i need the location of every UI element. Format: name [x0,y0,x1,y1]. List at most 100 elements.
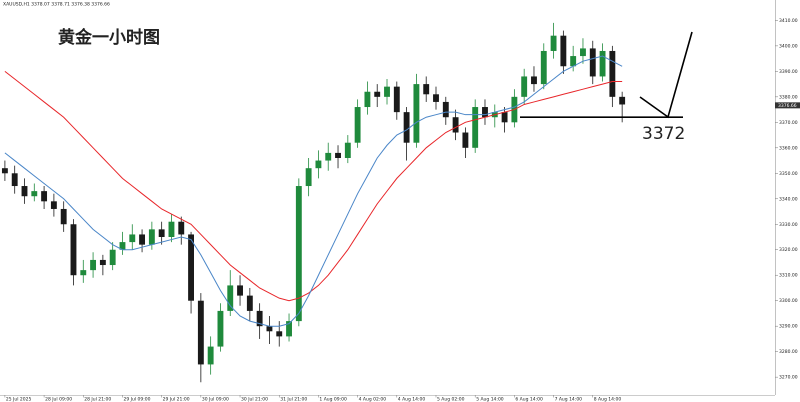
y-tick-label: 3330.00 [779,222,798,228]
candle-body [50,201,57,209]
y-tick-label: 3340.00 [779,196,798,202]
candle-body [109,249,116,266]
candle-body [374,91,381,97]
candle-body [364,91,371,108]
candle-body [452,117,459,133]
y-tick-label: 3400.00 [779,43,798,49]
candle-body [462,132,469,148]
candle-body [305,168,312,187]
x-tick-label: 8 Aug 14:00 [594,397,622,402]
candle-body [148,229,155,245]
candle-body [188,234,194,301]
candle-body [80,270,87,276]
x-tick-label: 4 Aug 02:00 [359,397,387,402]
y-tick-label: 3370.00 [779,120,798,126]
support-label: 3372 [642,124,685,144]
x-tick-label: 6 Aug 14:00 [515,397,543,402]
candle-body [501,112,508,123]
x-tick-label: 28 Jul 21:00 [84,397,111,402]
candle-body [227,285,234,311]
candle-body [217,310,224,347]
candle-body [482,107,488,118]
candle-body [295,186,302,322]
candle-body [550,35,557,51]
candle-body [393,86,400,113]
candle-body [178,221,185,235]
y-tick-label: 3300.00 [779,298,798,304]
candle-body [158,229,165,237]
x-tick-label: 1 Aug 09:00 [319,397,347,402]
candle-body [119,242,126,250]
candle-body [129,234,136,243]
symbol-header: XAUUSD,H1 3378.07 3378.71 3376.38 3376.6… [3,2,110,8]
candle-body [21,186,28,197]
x-tick-label: 5 Aug 14:00 [476,397,504,402]
x-tick-label: 25 Jul 2025 [6,397,32,402]
candle-body [540,50,547,85]
y-tick-label: 3270.00 [779,375,798,381]
x-tick-label: 5 Aug 02:00 [437,397,465,402]
last-price-label: 3376.66 [778,103,797,109]
candle-body [31,191,38,197]
candle-body [472,107,479,148]
x-tick-label: 4 Aug 14:00 [398,397,426,402]
y-tick-label: 3350.00 [779,171,798,177]
candle-body [403,112,410,143]
candle-body [315,160,322,169]
candle-body [442,101,449,118]
x-tick-label: 30 Jul 09:00 [202,397,229,402]
candle-body [589,48,596,77]
y-tick-label: 3290.00 [779,324,798,330]
moving-average [4,55,623,327]
candle-body [433,94,439,102]
moving-average [4,70,623,302]
candle-body [168,221,175,237]
candle-body [423,84,430,95]
candle-body [266,326,273,332]
candle-body [70,224,77,276]
candle-body [531,76,537,85]
y-tick-label: 3360.00 [779,145,798,151]
candle-body [90,259,97,271]
candle-body [60,208,67,225]
chart-title: 黄金一小时图 [58,27,160,48]
candle-body [11,173,18,187]
y-tick-label: 3310.00 [779,273,798,279]
candle-body [197,300,204,365]
candle-body [1,168,8,174]
candle-body [335,152,341,158]
candle-body [560,35,567,67]
candle-body [521,76,528,97]
candle-body [286,321,292,337]
candle-body [413,84,420,143]
candle-body [246,295,253,311]
candle-body [384,86,390,97]
candle-body [570,56,577,67]
x-tick-label: 30 Jul 21:00 [241,397,268,402]
candle-body [580,48,586,57]
candle-body [99,259,106,266]
candle-body [354,107,361,143]
candle-body [41,191,48,202]
candle-body [276,331,283,337]
candle-body [237,285,243,296]
y-tick-label: 3380.00 [779,94,798,100]
candle-body [619,96,626,105]
candle-body [609,50,616,97]
y-tick-label: 3320.00 [779,247,798,253]
candle-body [256,310,263,327]
x-tick-label: 28 Jul 09:00 [45,397,72,402]
candle-body [325,152,332,161]
y-tick-label: 3410.00 [779,18,798,24]
candle-body [207,346,214,365]
x-tick-label: 7 Aug 14:00 [555,397,583,402]
candle-body [139,234,146,245]
x-tick-label: 29 Jul 09:00 [123,397,150,402]
x-tick-label: 31 Jul 21:00 [280,397,307,402]
y-tick-label: 3280.00 [779,349,798,355]
last-price-box [775,102,800,109]
x-tick-label: 29 Jul 21:00 [163,397,190,402]
candle-body [344,142,351,158]
